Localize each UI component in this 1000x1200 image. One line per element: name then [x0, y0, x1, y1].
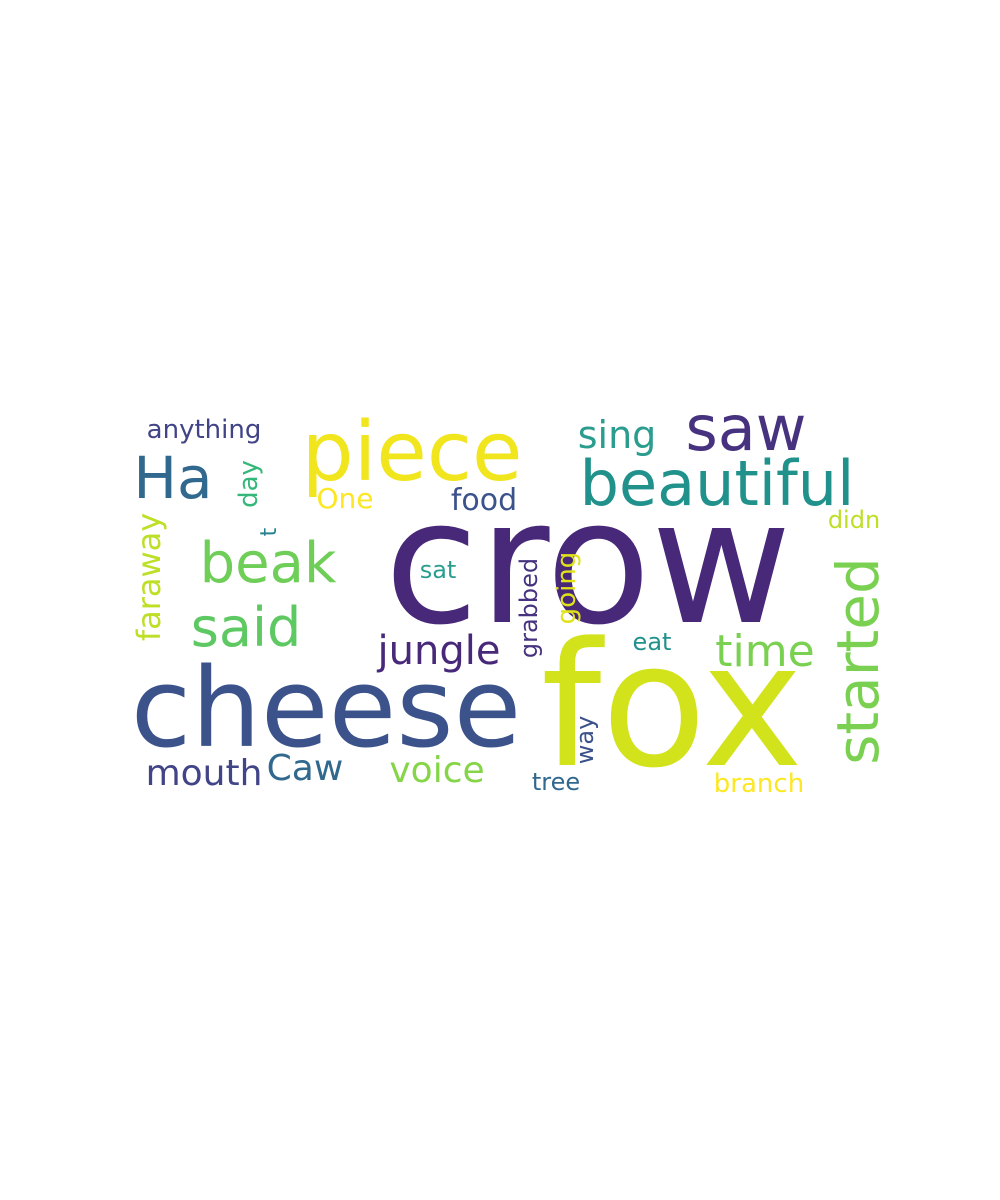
- word-eat: eat: [633, 628, 672, 656]
- word-didn: didn: [828, 506, 880, 534]
- word-crow: crow: [384, 462, 791, 663]
- word-time: time: [715, 626, 814, 677]
- word-started: started: [824, 557, 892, 765]
- word-One: One: [316, 482, 373, 515]
- word-t: t: [257, 527, 282, 536]
- word-voice: voice: [389, 750, 484, 791]
- word-mouth: mouth: [146, 753, 263, 794]
- word-way: way: [571, 716, 599, 765]
- word-faraway: faraway: [130, 513, 168, 641]
- word-said: said: [191, 596, 302, 659]
- word-cheese: cheese: [131, 644, 522, 772]
- word-grabbed: grabbed: [515, 558, 543, 658]
- word-beautiful: beautiful: [580, 447, 855, 520]
- word-anything: anything: [147, 415, 262, 445]
- word-jungle: jungle: [377, 628, 501, 674]
- word-going: going: [552, 552, 582, 625]
- word-Ha: Ha: [133, 444, 212, 512]
- word-saw: saw: [685, 392, 806, 465]
- word-beak: beak: [200, 531, 337, 596]
- word-tree: tree: [532, 768, 580, 796]
- word-branch: branch: [714, 769, 804, 799]
- word-sing: sing: [578, 413, 657, 457]
- word-sat: sat: [420, 556, 457, 584]
- word-food: food: [451, 483, 517, 518]
- word-Caw: Caw: [267, 748, 344, 789]
- word-day: day: [234, 460, 264, 508]
- word-fox: fox: [541, 605, 803, 806]
- word-piece: piece: [302, 405, 523, 500]
